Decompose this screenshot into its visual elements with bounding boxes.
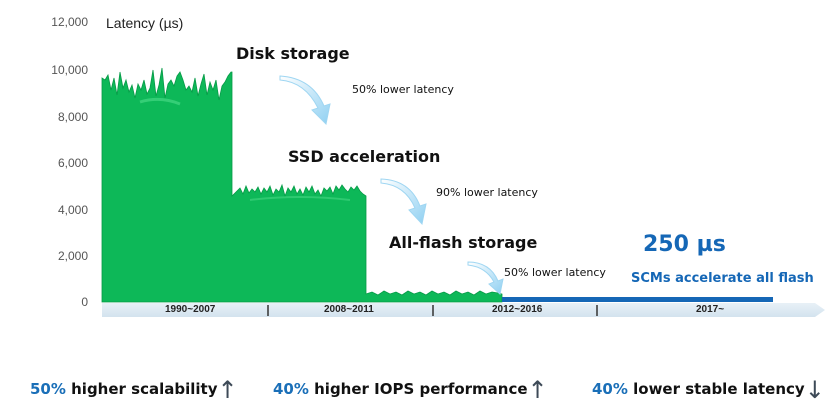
y-tick: 10,000 [51,63,88,77]
area-highlight [249,196,351,201]
stat-latency: 40% lower stable latency↓ [592,378,825,402]
y-axis-label: Latency (µs) [106,15,184,31]
x-category: 1990~2007 [165,304,216,315]
stat-scalability: 50% higher scalability↑ [30,378,238,402]
stat-iops: 40% higher IOPS performance↑ [273,378,548,402]
stage-label-ssd: SSD acceleration [288,147,441,166]
latency-line-scm [502,297,773,302]
latency-highlight-value: 250 µs [643,232,726,257]
stage-label-disk: Disk storage [236,44,350,63]
stat-percent: 50% [30,380,66,398]
stage-label-flash: All-flash storage [389,233,538,252]
curved-arrow-icon [279,75,331,126]
stat-text: lower stable latency [627,380,805,398]
curved-arrow-icon [467,261,504,295]
stat-percent: 40% [592,380,628,398]
area-highlight [139,97,181,106]
latency-area-green [101,67,503,303]
y-tick: 6,000 [57,156,88,170]
latency-drop-label: 50% lower latency [352,83,454,96]
arrow-up-icon: ↑ [217,376,238,404]
arrow-up-icon: ↑ [527,376,548,404]
x-axis-band [102,303,825,317]
stat-text: higher IOPS performance [308,380,528,398]
stage-label-scm: SCMs accelerate all flash [631,271,814,286]
y-tick: 12,000 [51,15,88,29]
latency-drop-label: 90% lower latency [436,186,538,199]
arrow-down-icon: ↓ [804,376,825,404]
y-tick: 0 [81,295,88,309]
x-category: 2017~ [696,304,725,315]
y-tick: 4,000 [57,203,88,217]
stat-text: higher scalability [65,380,218,398]
curved-arrow-icon [380,178,427,226]
stat-percent: 40% [273,380,309,398]
x-category: 2012~2016 [492,304,543,315]
latency-drop-label: 50% lower latency [504,266,606,279]
x-category: 2008~2011 [324,304,374,315]
y-tick: 8,000 [57,110,88,124]
y-tick: 2,000 [57,249,88,263]
